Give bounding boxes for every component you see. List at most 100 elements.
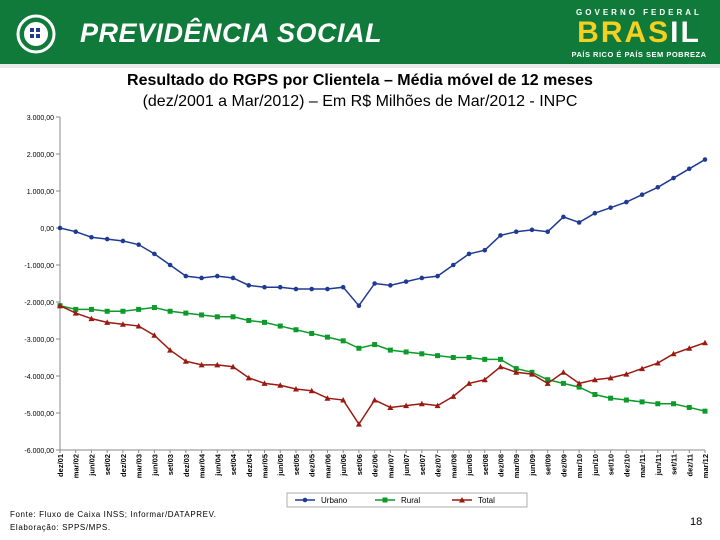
point-urbano xyxy=(466,251,472,257)
point-urbano xyxy=(262,284,267,290)
point-rural xyxy=(686,404,692,410)
x-tick-label: mar/12 xyxy=(701,454,710,478)
point-urbano xyxy=(372,281,377,286)
point-urbano xyxy=(545,229,550,234)
point-urbano xyxy=(592,210,598,216)
page-number: 18 xyxy=(690,516,703,528)
header-stripe xyxy=(0,64,720,68)
point-urbano xyxy=(356,303,362,308)
point-urbano xyxy=(167,262,173,268)
point-urbano xyxy=(325,286,330,292)
legend-label: Urbano xyxy=(321,496,348,505)
point-urbano xyxy=(435,273,440,279)
point-total xyxy=(355,421,362,427)
point-rural xyxy=(199,312,205,318)
point-rural xyxy=(608,395,614,401)
point-total xyxy=(497,363,504,370)
point-rural xyxy=(151,305,157,311)
point-rural xyxy=(230,314,236,320)
point-total xyxy=(135,323,142,329)
y-tick-label: -3.000,00 xyxy=(24,337,54,344)
point-total xyxy=(57,302,63,309)
point-total xyxy=(702,339,708,346)
x-tick-label: mar/04 xyxy=(198,453,207,478)
point-rural xyxy=(262,319,268,325)
gov-bottom-label: PAÍS RICO É PAÍS SEM POBREZA xyxy=(571,50,707,59)
x-tick-label: set/02 xyxy=(103,454,112,475)
y-tick-label: -2.000,00 xyxy=(24,300,54,307)
point-rural xyxy=(120,308,126,314)
point-rural xyxy=(183,310,189,316)
series-line-rural xyxy=(59,304,706,412)
x-tick-label: mar/06 xyxy=(323,454,332,478)
point-urbano xyxy=(624,199,629,205)
legend-label: Rural xyxy=(401,496,420,505)
point-rural xyxy=(435,353,441,359)
point-rural xyxy=(387,347,393,353)
point-urbano xyxy=(639,192,645,197)
point-urbano xyxy=(246,283,252,288)
point-total xyxy=(261,380,268,386)
x-tick-label: set/07 xyxy=(418,454,427,475)
point-rural xyxy=(167,308,173,314)
point-total xyxy=(686,345,693,351)
x-tick-label: mar/11 xyxy=(638,454,647,478)
point-total xyxy=(607,374,614,381)
gov-top-label: GOVERNO FEDERAL xyxy=(576,8,702,17)
chart-title-line1: Resultado do RGPS por Clientela – Média … xyxy=(127,72,593,89)
point-rural xyxy=(592,392,598,397)
point-rural xyxy=(356,345,362,351)
point-urbano xyxy=(702,157,708,162)
point-total xyxy=(167,347,174,353)
x-tick-label: jun/03 xyxy=(150,454,159,477)
point-urbano xyxy=(152,251,157,257)
point-total xyxy=(340,397,347,403)
point-total xyxy=(214,361,221,368)
point-total xyxy=(513,369,520,375)
point-total xyxy=(245,374,252,381)
point-rural xyxy=(482,356,488,362)
point-urbano xyxy=(403,279,409,284)
y-tick-label: 0,00 xyxy=(40,226,54,233)
x-tick-label: mar/09 xyxy=(512,454,521,478)
point-urbano xyxy=(686,166,692,172)
point-total xyxy=(639,365,646,372)
point-total xyxy=(450,393,457,399)
series-line-total xyxy=(59,305,706,426)
point-urbano xyxy=(671,175,676,181)
y-tick-label: -5.000,00 xyxy=(24,411,54,418)
x-tick-label: jun/09 xyxy=(528,454,537,477)
series-line-urbano xyxy=(59,158,706,307)
point-total xyxy=(230,363,237,370)
point-rural xyxy=(497,356,503,362)
point-rural xyxy=(576,384,582,390)
y-tick-label: -4.000,00 xyxy=(24,374,54,381)
point-urbano xyxy=(136,242,141,247)
x-tick-label: jun/06 xyxy=(339,454,348,477)
point-total xyxy=(119,321,126,327)
x-tick-label: dez/08 xyxy=(496,454,505,477)
point-urbano xyxy=(309,286,315,292)
y-tick-label: 3.000,00 xyxy=(27,115,54,122)
point-total xyxy=(277,382,284,388)
point-total xyxy=(623,371,630,377)
point-urbano xyxy=(419,275,425,281)
x-tick-label: set/03 xyxy=(166,454,175,475)
point-rural xyxy=(466,355,472,360)
point-rural xyxy=(324,334,330,340)
point-urbano xyxy=(199,275,204,281)
point-urbano xyxy=(388,283,393,288)
x-tick-label: dez/02 xyxy=(119,454,128,477)
x-tick-label: set/09 xyxy=(544,454,553,475)
legend-marker xyxy=(302,497,308,503)
point-rural xyxy=(104,308,110,314)
point-rural xyxy=(671,401,677,407)
point-total xyxy=(670,350,677,357)
point-urbano xyxy=(655,185,661,190)
rgps-line-chart: 3.000,00 2.000,00 1.000,00 0,00 -1.000,00 -2.… xyxy=(24,115,710,508)
point-rural xyxy=(623,397,629,403)
point-rural xyxy=(450,355,456,360)
point-rural xyxy=(419,351,425,357)
x-tick-label: set/05 xyxy=(292,454,301,475)
gov-main-right: IL xyxy=(670,16,701,49)
